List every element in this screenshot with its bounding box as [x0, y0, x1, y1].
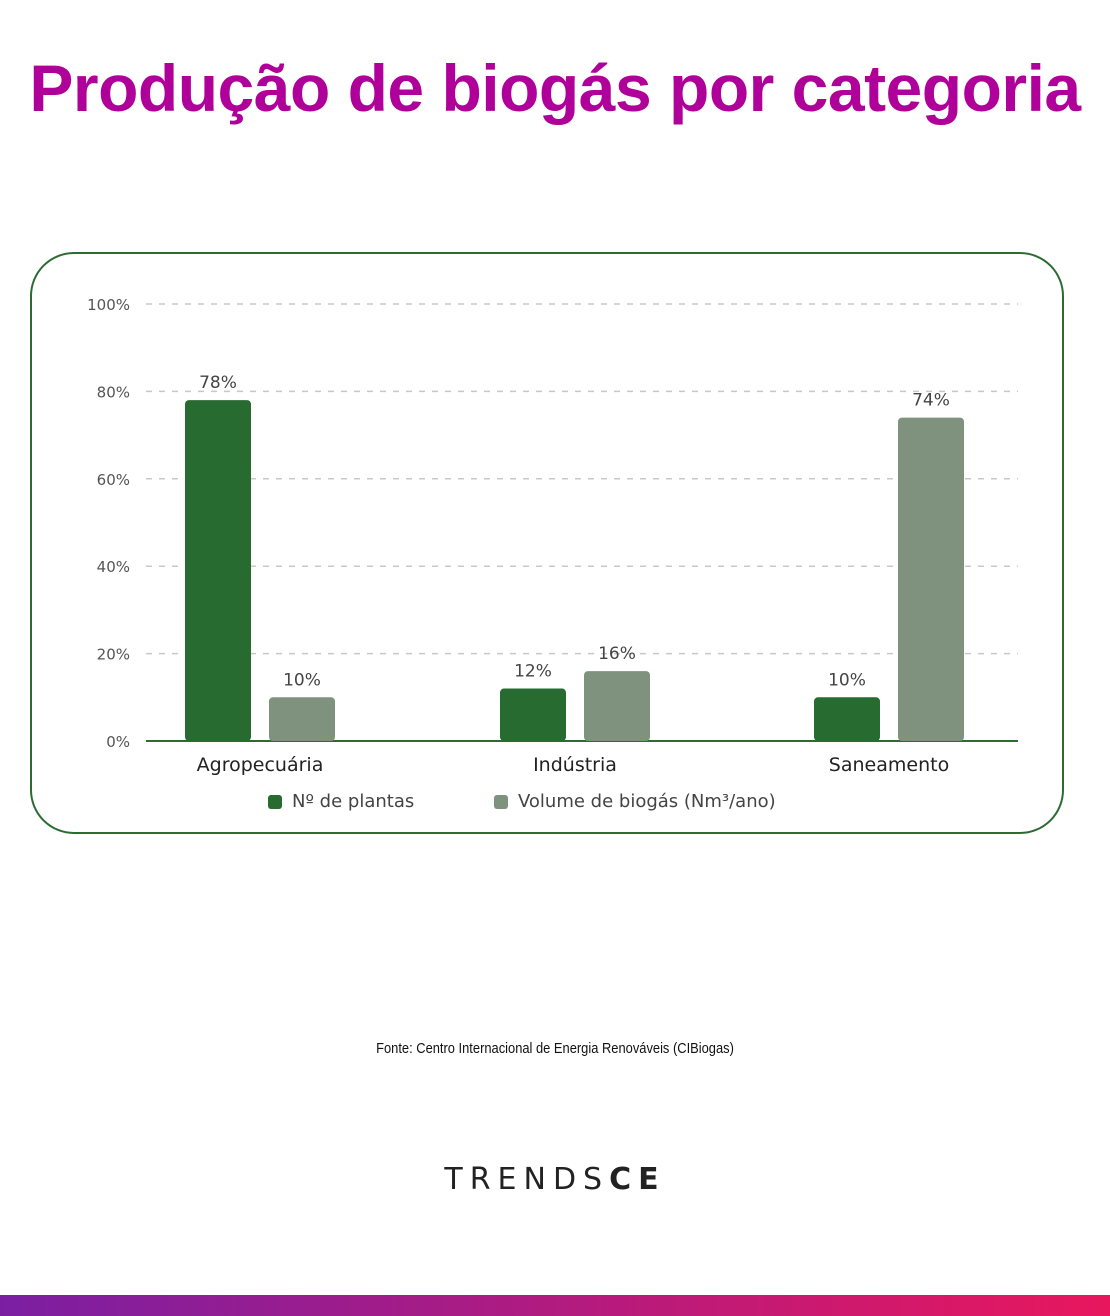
- bar: [185, 400, 251, 741]
- bar: [269, 697, 335, 741]
- x-category-label: Agropecuária: [197, 754, 324, 776]
- legend-label: Nº de plantas: [292, 791, 414, 812]
- legend-swatch: [268, 795, 282, 809]
- bottom-gradient-bar: [0, 1295, 1110, 1316]
- y-tick-label: 40%: [97, 558, 130, 576]
- page-title: Produção de biogás por categoria: [29, 51, 1081, 125]
- bar-value-label: 16%: [598, 644, 636, 664]
- bar-value-label: 74%: [912, 391, 950, 411]
- bar: [814, 697, 880, 741]
- bar: [898, 417, 964, 741]
- legend-label: Volume de biogás (Nm³/ano): [518, 791, 776, 812]
- bar: [584, 671, 650, 741]
- legend-swatch: [494, 795, 508, 809]
- bar-value-label: 10%: [828, 670, 866, 690]
- x-category-label: Indústria: [533, 754, 617, 776]
- chart-frame: 0% 20% 40% 60% 80% 100% 78% 10% Agropecuária 12% 1…: [30, 252, 1064, 834]
- brand-logo: TRENDSCE: [0, 1162, 1110, 1197]
- source-note: Fonte: Centro Internacional de Energia R…: [376, 1040, 734, 1057]
- y-tick-label: 100%: [87, 296, 130, 314]
- x-category-label: Saneamento: [829, 754, 949, 776]
- bar: [500, 688, 566, 741]
- y-tick-label: 0%: [106, 733, 130, 751]
- brand-logo-light: TRENDS: [444, 1162, 610, 1197]
- bar-value-label: 10%: [283, 670, 321, 690]
- y-tick-label: 60%: [97, 471, 130, 489]
- bar-value-label: 12%: [514, 662, 552, 682]
- y-tick-label: 20%: [97, 646, 130, 664]
- y-tick-label: 80%: [97, 383, 130, 401]
- bar-chart: 0% 20% 40% 60% 80% 100% 78% 10% Agropecuária 12% 1…: [87, 296, 1018, 812]
- bar-value-label: 78%: [199, 373, 237, 393]
- brand-logo-bold: CE: [609, 1162, 666, 1197]
